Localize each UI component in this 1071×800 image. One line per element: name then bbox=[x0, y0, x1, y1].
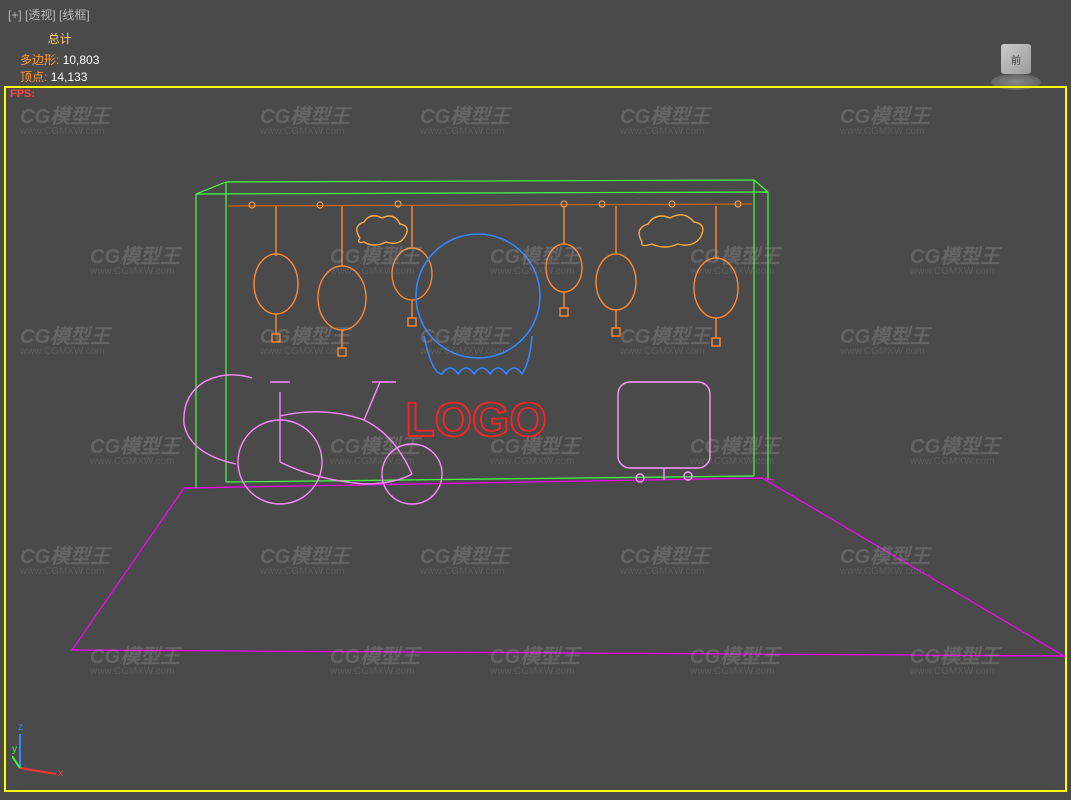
stats-verts-value: 14,133 bbox=[51, 70, 88, 84]
lanterns-wireframe bbox=[254, 206, 738, 356]
clouds-wireframe bbox=[357, 215, 703, 247]
viewcube-face[interactable]: 前 bbox=[1001, 44, 1031, 74]
svg-text:z: z bbox=[18, 722, 23, 733]
stats-polys-row: 多边形: 10,803 bbox=[20, 51, 99, 68]
viewport-perspective[interactable]: [透视] bbox=[25, 8, 56, 22]
hanging-rod bbox=[228, 204, 752, 206]
scene-wireframe: LOGO bbox=[4, 86, 1067, 792]
floor-wireframe bbox=[72, 478, 1064, 656]
center-circle bbox=[416, 234, 540, 374]
stats-polys-label: 多边形: bbox=[20, 51, 59, 68]
svg-text:x: x bbox=[58, 768, 63, 779]
suitcase-wireframe bbox=[618, 382, 710, 482]
stats-total-label: 总计 bbox=[20, 30, 99, 47]
axis-gizmo[interactable]: z x y bbox=[12, 720, 72, 780]
stats-verts-label: 顶点: bbox=[20, 68, 47, 85]
viewport-shading[interactable]: [线框] bbox=[59, 8, 90, 22]
viewport-menu[interactable]: [+] [透视] [线框] bbox=[8, 6, 90, 23]
stats-polys-value: 10,803 bbox=[63, 53, 100, 67]
svg-text:y: y bbox=[12, 744, 17, 755]
logo-text: LOGO bbox=[405, 394, 546, 447]
stats-verts-row: 顶点: 14,133 bbox=[20, 68, 99, 85]
statistics-panel: 总计 多边形: 10,803 顶点: 14,133 bbox=[20, 30, 99, 85]
viewport-plus[interactable]: [+] bbox=[8, 8, 22, 22]
scene-viewport[interactable]: LOGO bbox=[4, 86, 1067, 792]
viewcube[interactable]: 前 bbox=[991, 40, 1041, 90]
